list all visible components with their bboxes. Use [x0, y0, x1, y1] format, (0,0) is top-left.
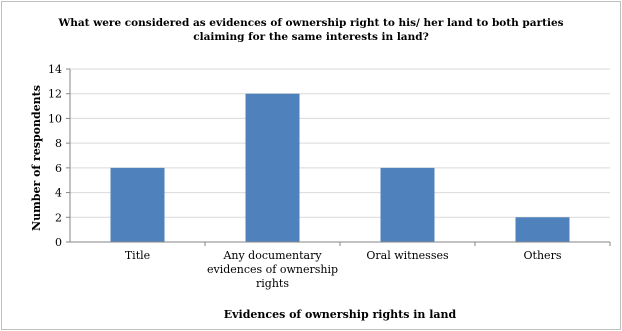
y-tick-label: 6 [55, 162, 62, 175]
x-category-label: Any documentary [222, 249, 322, 262]
y-tick-label: 12 [48, 88, 62, 101]
y-tick-label: 8 [55, 137, 62, 150]
x-category-label: Oral witnesses [366, 249, 449, 262]
x-axis-title: Evidences of ownership rights in land [224, 308, 457, 321]
chart-title-line-1: What were considered as evidences of own… [57, 17, 563, 29]
x-category-label: evidences of ownership [207, 263, 338, 276]
y-axis-ticks: 0 2 4 6 8 10 12 14 [48, 63, 70, 249]
chart-title: What were considered as evidences of own… [57, 17, 563, 43]
chart-title-line-2: claiming for the same interests in land? [193, 31, 429, 43]
y-tick-label: 4 [55, 187, 62, 200]
y-tick-label: 2 [55, 211, 62, 224]
y-tick-label: 0 [55, 236, 62, 249]
y-axis-title: Number of respondents [30, 85, 43, 231]
bar-oral-witnesses [380, 167, 435, 242]
bars [110, 93, 570, 242]
x-category-label: rights [256, 277, 289, 290]
y-tick-label: 10 [48, 112, 62, 125]
x-category-label: Others [524, 249, 562, 262]
bar-title [110, 167, 165, 242]
x-category-label: Title [125, 249, 150, 262]
bar-others [515, 217, 570, 242]
y-tick-label: 14 [48, 63, 62, 76]
bar-any-documentary-evidences-of-ownership-rights [245, 93, 300, 242]
